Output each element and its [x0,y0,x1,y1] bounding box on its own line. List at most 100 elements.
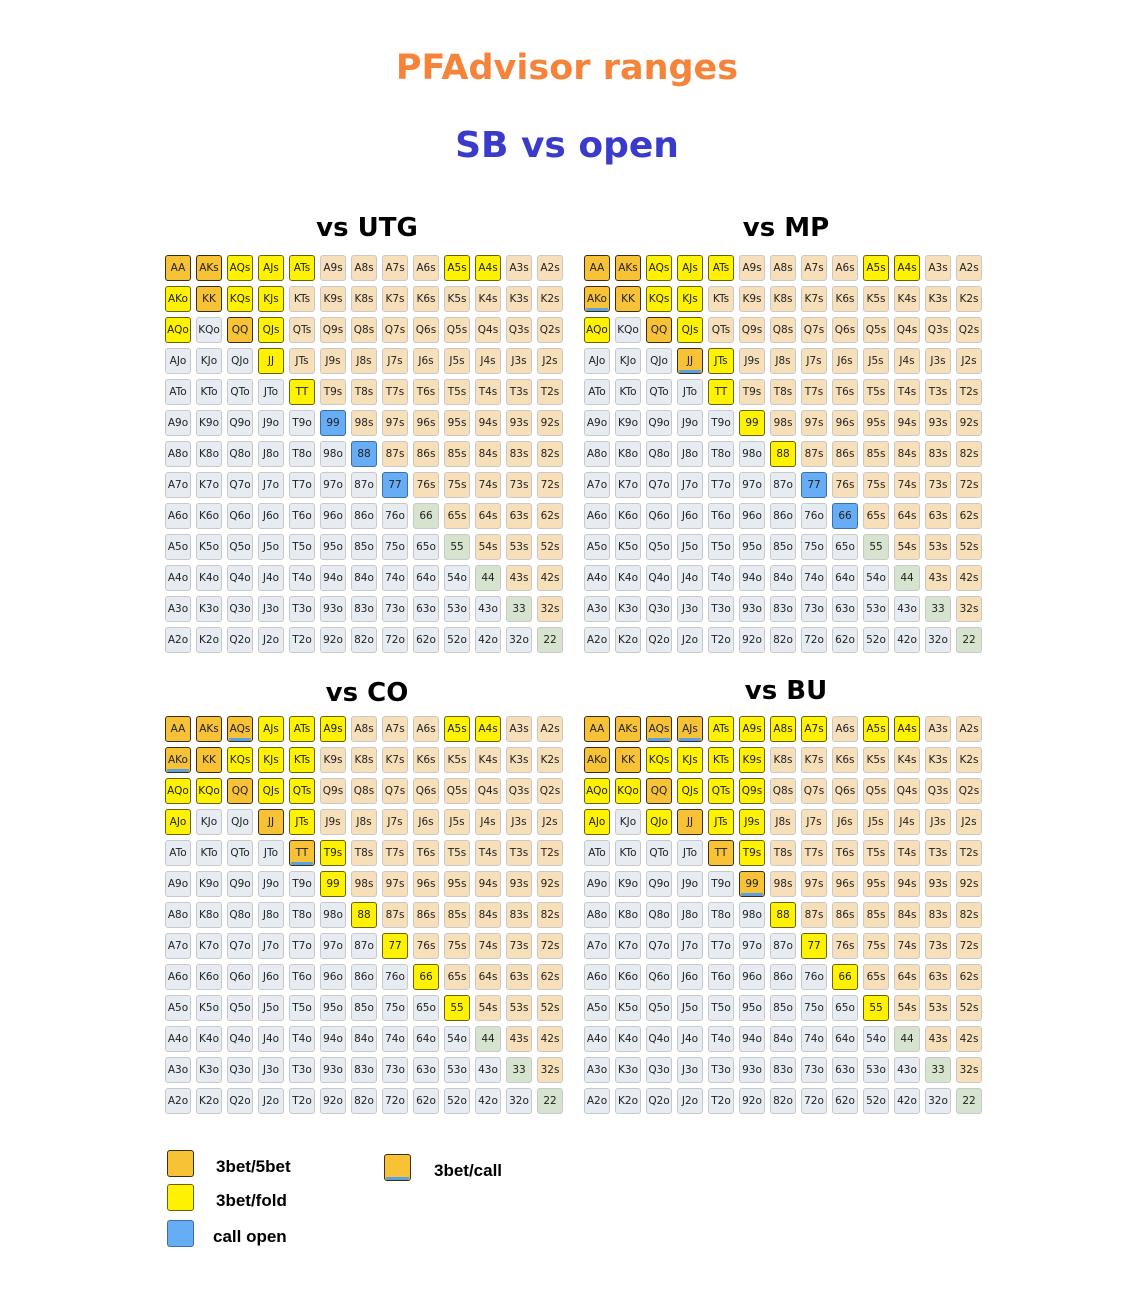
hand-cell-q5s: Q5s [444,778,470,804]
hand-cell-76s: 76s [413,933,439,959]
hand-cell-t3o: T3o [289,1057,315,1083]
hand-cell-65o: 65o [832,995,858,1021]
hand-cell-a6o: A6o [584,964,610,990]
hand-cell-j5o: J5o [677,534,703,560]
hand-cell-k7o: K7o [196,933,222,959]
hand-cell-qjs: QJs [677,778,703,804]
hand-cell-97o: 97o [320,933,346,959]
hand-cell-qjs: QJs [677,317,703,343]
hand-cell-jts: JTs [289,348,315,374]
hand-cell-ato: ATo [165,840,191,866]
hand-cell-t2s: T2s [537,840,563,866]
hand-cell-22: 22 [956,1088,982,1114]
hand-cell-k8o: K8o [196,902,222,928]
hand-cell-83s: 83s [506,441,532,467]
hand-cell-82s: 82s [956,441,982,467]
hand-cell-a9s: A9s [320,255,346,281]
hand-cell-95s: 95s [444,871,470,897]
hand-cell-j3o: J3o [258,1057,284,1083]
hand-cell-a8s: A8s [351,716,377,742]
hand-cell-k2o: K2o [196,627,222,653]
hand-cell-a8o: A8o [165,902,191,928]
hand-cell-99: 99 [320,871,346,897]
hand-cell-q5o: Q5o [646,995,672,1021]
hand-cell-j7o: J7o [258,933,284,959]
hand-cell-43o: 43o [894,596,920,622]
hand-cell-83o: 83o [351,1057,377,1083]
hand-cell-ajs: AJs [677,716,703,742]
hand-cell-72o: 72o [801,1088,827,1114]
hand-cell-t9o: T9o [289,410,315,436]
hand-cell-k5o: K5o [196,995,222,1021]
hand-cell-94o: 94o [320,1026,346,1052]
hand-cell-t5s: T5s [444,840,470,866]
legend-label-3bet-fold: 3bet/fold [216,1191,287,1210]
hand-cell-qto: QTo [646,840,672,866]
hand-cell-96s: 96s [413,410,439,436]
hand-cell-t4o: T4o [289,1026,315,1052]
hand-cell-77: 77 [801,472,827,498]
hand-cell-kqs: KQs [227,286,253,312]
hand-cell-q6o: Q6o [227,964,253,990]
hand-cell-t8s: T8s [351,379,377,405]
hand-cell-k3s: K3s [506,747,532,773]
hand-cell-a7o: A7o [165,472,191,498]
hand-cell-87o: 87o [770,933,796,959]
legend-swatch-3bet-call [384,1154,411,1181]
hand-cell-k9s: K9s [320,286,346,312]
hand-cell-ajo: AJo [584,348,610,374]
hand-cell-j3s: J3s [925,809,951,835]
hand-cell-53s: 53s [506,995,532,1021]
hand-cell-k5o: K5o [615,534,641,560]
hand-cell-j3s: J3s [925,348,951,374]
hand-cell-t6o: T6o [708,503,734,529]
hand-cell-a4s: A4s [475,255,501,281]
hand-cell-t4s: T4s [894,379,920,405]
hand-cell-96o: 96o [320,964,346,990]
hand-cell-a7s: A7s [382,255,408,281]
hand-cell-aa: AA [584,716,610,742]
hand-cell-ajs: AJs [258,716,284,742]
hand-cell-kqo: KQo [196,778,222,804]
hand-cell-65s: 65s [444,964,470,990]
hand-cell-82o: 82o [351,1088,377,1114]
hand-cell-j5s: J5s [863,348,889,374]
hand-cell-j8s: J8s [351,809,377,835]
hand-cell-83s: 83s [506,902,532,928]
hand-cell-q4s: Q4s [894,778,920,804]
hand-cell-k4o: K4o [196,565,222,591]
hand-cell-q4o: Q4o [227,1026,253,1052]
hand-cell-t5s: T5s [863,379,889,405]
hand-cell-a9o: A9o [584,410,610,436]
hand-cell-53s: 53s [925,995,951,1021]
hand-cell-k3o: K3o [615,1057,641,1083]
hand-cell-t3s: T3s [506,379,532,405]
hand-cell-k2o: K2o [615,1088,641,1114]
hand-cell-q5o: Q5o [227,534,253,560]
hand-cell-j8o: J8o [677,441,703,467]
hand-cell-54s: 54s [475,995,501,1021]
hand-cell-k8s: K8s [351,286,377,312]
hand-cell-t8o: T8o [708,441,734,467]
hand-cell-qq: QQ [227,778,253,804]
hand-cell-76o: 76o [801,503,827,529]
hand-cell-t5o: T5o [289,534,315,560]
hand-cell-75o: 75o [382,534,408,560]
hand-cell-98s: 98s [770,410,796,436]
hand-cell-a2s: A2s [537,716,563,742]
hand-cell-t2o: T2o [289,627,315,653]
hand-cell-t7o: T7o [708,472,734,498]
hand-cell-q4s: Q4s [894,317,920,343]
hand-cell-32o: 32o [506,1088,532,1114]
hand-cell-83o: 83o [351,596,377,622]
hand-cell-97s: 97s [382,871,408,897]
hand-cell-74s: 74s [475,472,501,498]
hand-cell-t6s: T6s [413,379,439,405]
hand-cell-t3s: T3s [925,379,951,405]
hand-cell-73o: 73o [382,1057,408,1083]
hand-cell-73o: 73o [801,1057,827,1083]
hand-cell-k2s: K2s [956,286,982,312]
hand-cell-54o: 54o [863,565,889,591]
hand-cell-jts: JTs [708,348,734,374]
hand-cell-85o: 85o [351,534,377,560]
